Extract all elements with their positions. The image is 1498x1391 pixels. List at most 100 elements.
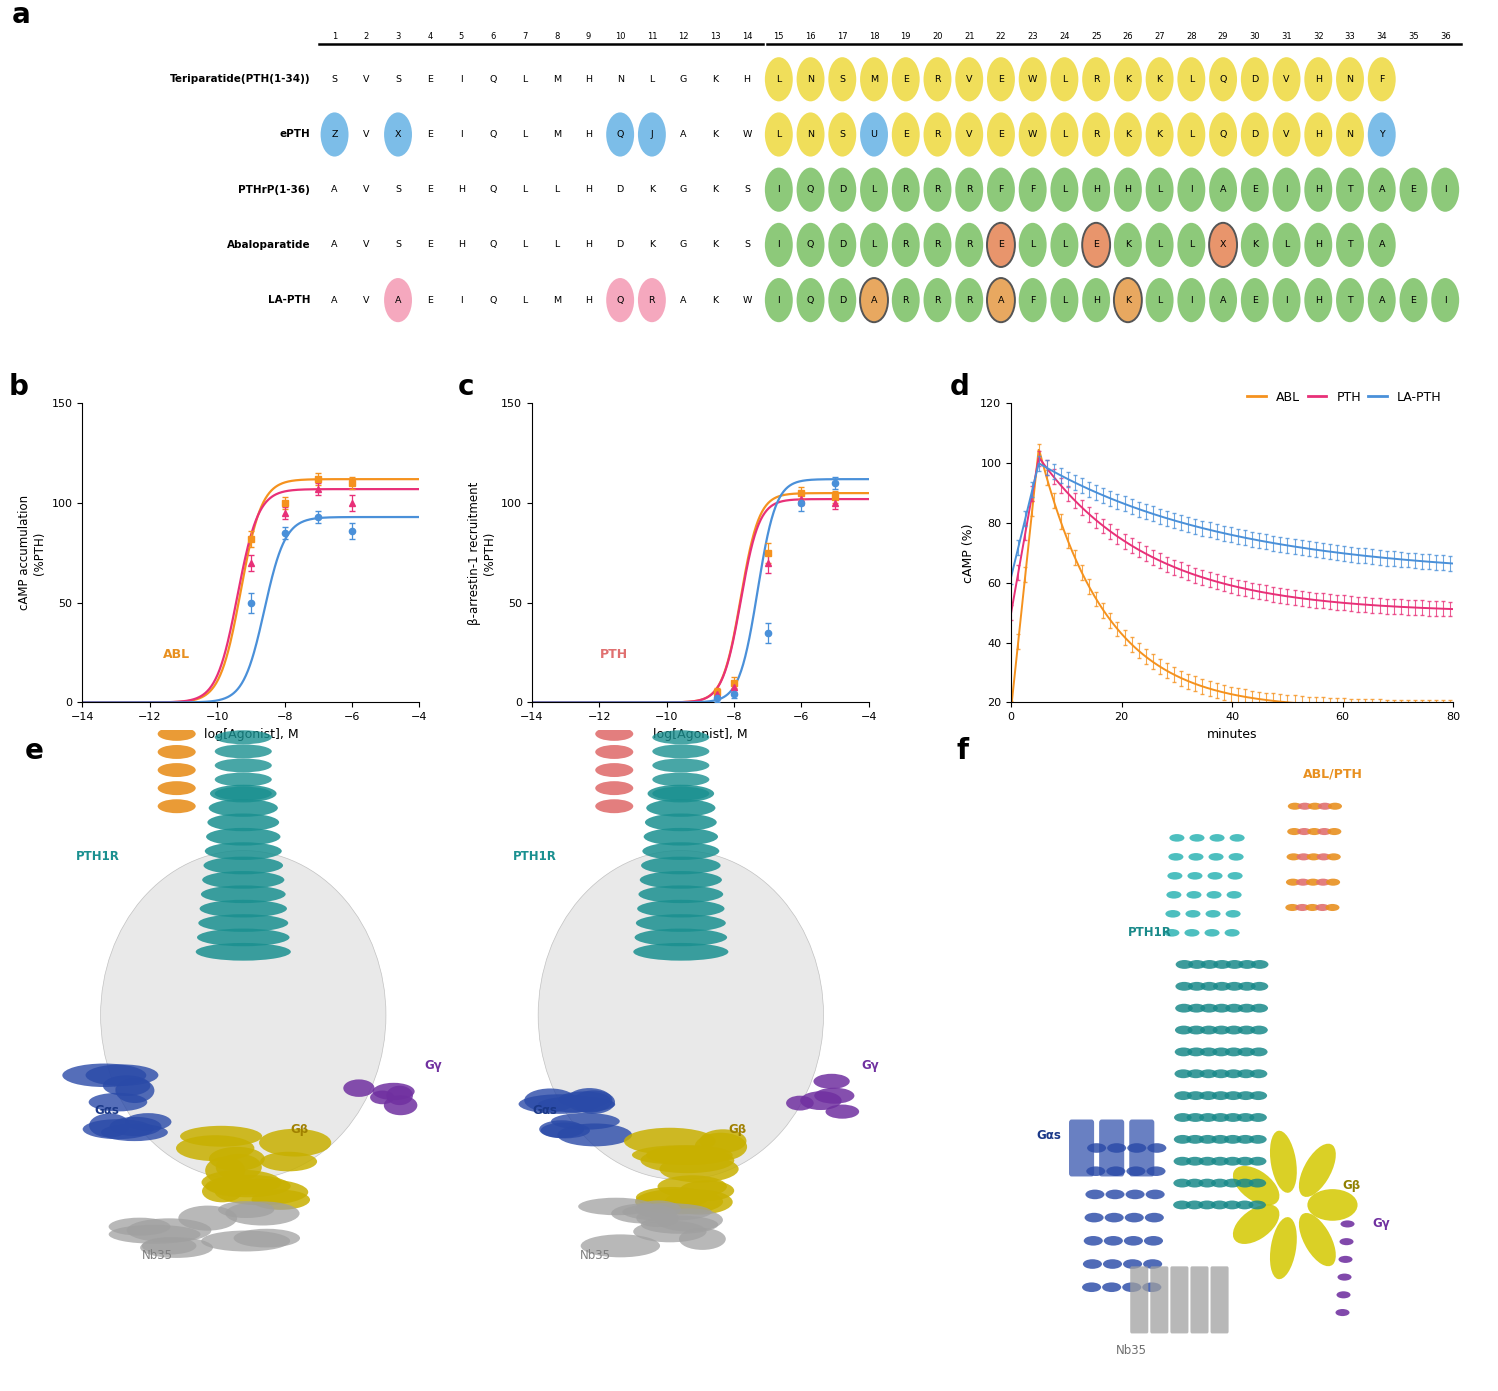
Ellipse shape — [1273, 223, 1300, 267]
Ellipse shape — [1086, 1167, 1106, 1175]
ABL — [1444, 700, 1462, 716]
Ellipse shape — [1237, 1113, 1254, 1123]
Ellipse shape — [373, 1082, 415, 1100]
Text: R: R — [935, 241, 941, 249]
Ellipse shape — [656, 1209, 724, 1231]
Ellipse shape — [1188, 1047, 1204, 1056]
Text: PTH1R: PTH1R — [76, 850, 120, 864]
Text: I: I — [460, 296, 463, 305]
Text: G: G — [680, 75, 688, 83]
Text: Gαs: Gαs — [94, 1103, 120, 1117]
Text: H: H — [584, 185, 592, 195]
Text: 29: 29 — [1218, 32, 1228, 40]
Ellipse shape — [1230, 835, 1245, 842]
Ellipse shape — [124, 1113, 171, 1131]
Text: G: G — [680, 241, 688, 249]
Ellipse shape — [647, 785, 715, 803]
Ellipse shape — [1318, 803, 1332, 810]
Ellipse shape — [1249, 1157, 1266, 1166]
Ellipse shape — [1186, 1200, 1203, 1209]
Ellipse shape — [100, 850, 386, 1180]
Ellipse shape — [1198, 1178, 1216, 1188]
Ellipse shape — [652, 744, 710, 758]
Text: Gβ: Gβ — [1342, 1180, 1360, 1192]
FancyBboxPatch shape — [1070, 1120, 1094, 1177]
Text: R: R — [1094, 75, 1100, 83]
Text: E: E — [427, 185, 433, 195]
Text: Q: Q — [807, 185, 815, 195]
Ellipse shape — [1083, 1259, 1103, 1269]
Text: 10: 10 — [614, 32, 625, 40]
Ellipse shape — [202, 871, 285, 889]
Ellipse shape — [652, 689, 710, 702]
LA-PTH — [1434, 555, 1452, 572]
Text: H: H — [1315, 296, 1321, 305]
Ellipse shape — [1188, 853, 1203, 861]
Ellipse shape — [1317, 879, 1330, 886]
Text: S: S — [395, 185, 401, 195]
Ellipse shape — [652, 758, 710, 772]
Ellipse shape — [1050, 57, 1079, 102]
Ellipse shape — [1144, 1213, 1164, 1223]
Text: 12: 12 — [679, 32, 689, 40]
Ellipse shape — [518, 1095, 601, 1114]
Text: E: E — [427, 296, 433, 305]
Text: PTH: PTH — [601, 648, 628, 661]
Ellipse shape — [538, 850, 824, 1180]
Text: R: R — [935, 296, 941, 305]
Text: R: R — [935, 75, 941, 83]
Text: 19: 19 — [900, 32, 911, 40]
Ellipse shape — [1104, 1213, 1124, 1223]
Ellipse shape — [1248, 1200, 1266, 1209]
Ellipse shape — [1177, 57, 1206, 102]
Text: G: G — [680, 185, 688, 195]
Ellipse shape — [622, 1203, 712, 1221]
Ellipse shape — [1201, 960, 1218, 970]
Ellipse shape — [1315, 904, 1329, 911]
Text: Nb35: Nb35 — [580, 1249, 611, 1262]
Ellipse shape — [216, 1155, 262, 1181]
Text: H: H — [458, 185, 464, 195]
Ellipse shape — [1212, 1047, 1230, 1056]
Text: K: K — [712, 296, 719, 305]
Text: V: V — [1284, 75, 1290, 83]
Ellipse shape — [658, 1175, 727, 1198]
Text: K: K — [649, 185, 655, 195]
Ellipse shape — [641, 1216, 719, 1234]
Ellipse shape — [1126, 1143, 1146, 1153]
Ellipse shape — [1399, 278, 1428, 323]
Ellipse shape — [765, 278, 792, 323]
Ellipse shape — [261, 1152, 318, 1171]
Ellipse shape — [1209, 113, 1237, 157]
Ellipse shape — [1173, 1157, 1191, 1166]
Line: LA-PTH: LA-PTH — [1011, 463, 1453, 577]
Text: F: F — [1031, 185, 1035, 195]
Text: 28: 28 — [1186, 32, 1197, 40]
Ellipse shape — [1167, 892, 1182, 899]
Text: W: W — [1028, 129, 1038, 139]
Ellipse shape — [1082, 113, 1110, 157]
Ellipse shape — [1188, 1004, 1206, 1013]
Ellipse shape — [157, 746, 196, 759]
Ellipse shape — [1305, 223, 1332, 267]
Text: L: L — [523, 241, 527, 249]
Text: E: E — [1094, 241, 1100, 249]
Ellipse shape — [252, 1189, 310, 1210]
Text: A: A — [680, 296, 688, 305]
Ellipse shape — [1174, 1135, 1191, 1143]
Text: K: K — [649, 241, 655, 249]
Text: Q: Q — [490, 241, 497, 249]
Ellipse shape — [1212, 1025, 1230, 1035]
Text: S: S — [745, 241, 750, 249]
Ellipse shape — [638, 113, 665, 157]
Ellipse shape — [1368, 167, 1396, 211]
Ellipse shape — [1240, 167, 1269, 211]
Text: Z: Z — [331, 129, 339, 139]
Ellipse shape — [595, 800, 634, 814]
Text: M: M — [553, 296, 560, 305]
PTH — [1029, 449, 1047, 466]
Text: V: V — [363, 241, 370, 249]
Ellipse shape — [1186, 1178, 1203, 1188]
Ellipse shape — [109, 1225, 201, 1244]
Text: 16: 16 — [806, 32, 816, 40]
